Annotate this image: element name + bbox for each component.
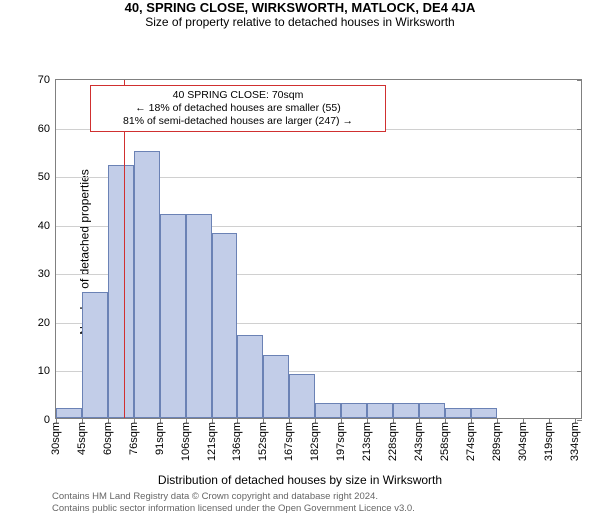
x-tick-label: 274sqm — [465, 418, 477, 461]
x-axis-label: Distribution of detached houses by size … — [0, 473, 600, 487]
histogram-bar — [212, 233, 238, 418]
histogram-bar — [263, 355, 289, 418]
y-tick-label: 70 — [38, 74, 56, 86]
histogram-bar — [160, 214, 186, 418]
x-tick-label: 258sqm — [439, 418, 451, 461]
y-tick-label: 60 — [38, 123, 56, 135]
annotation-line-3: 81% of semi-detached houses are larger (… — [99, 115, 377, 128]
histogram-bar — [445, 408, 471, 418]
histogram-bar — [471, 408, 497, 418]
annotation-box: 40 SPRING CLOSE: 70sqm← 18% of detached … — [90, 85, 386, 132]
x-tick-label: 152sqm — [257, 418, 269, 461]
histogram-bar — [237, 335, 263, 418]
y-tick-mark — [577, 323, 582, 324]
x-tick-label: 289sqm — [491, 418, 503, 461]
annotation-line-1: 40 SPRING CLOSE: 70sqm — [99, 89, 377, 102]
x-tick-label: 91sqm — [154, 418, 166, 455]
x-tick-label: 167sqm — [283, 418, 295, 461]
x-tick-label: 243sqm — [413, 418, 425, 461]
x-tick-label: 76sqm — [128, 418, 140, 455]
page-subtitle: Size of property relative to detached ho… — [0, 15, 600, 29]
chart-area: Number of detached properties 0102030405… — [0, 33, 600, 471]
histogram-bar — [108, 165, 134, 418]
histogram-bar — [82, 292, 108, 418]
y-tick-label: 10 — [38, 365, 56, 377]
x-tick-label: 121sqm — [206, 418, 218, 461]
footer-line-2: Contains public sector information licen… — [52, 503, 600, 515]
y-tick-mark — [577, 80, 582, 81]
page-title: 40, SPRING CLOSE, WIRKSWORTH, MATLOCK, D… — [0, 0, 600, 15]
x-tick-label: 319sqm — [543, 418, 555, 461]
x-tick-label: 304sqm — [517, 418, 529, 461]
y-tick-mark — [577, 177, 582, 178]
annotation-line-2: ← 18% of detached houses are smaller (55… — [99, 102, 377, 115]
x-tick-label: 136sqm — [231, 418, 243, 461]
x-tick-label: 45sqm — [76, 418, 88, 455]
footer-line-1: Contains HM Land Registry data © Crown c… — [52, 491, 600, 503]
y-tick-mark — [577, 274, 582, 275]
x-tick-label: 106sqm — [180, 418, 192, 461]
x-tick-label: 182sqm — [309, 418, 321, 461]
histogram-bar — [56, 408, 82, 418]
y-tick-label: 30 — [38, 268, 56, 280]
x-tick-label: 197sqm — [335, 418, 347, 461]
y-tick-label: 20 — [38, 317, 56, 329]
attribution-footer: Contains HM Land Registry data © Crown c… — [0, 491, 600, 516]
histogram-bar — [341, 403, 367, 418]
x-tick-label: 60sqm — [102, 418, 114, 455]
x-tick-label: 334sqm — [569, 418, 581, 461]
y-tick-mark — [577, 226, 582, 227]
histogram-bar — [289, 374, 315, 418]
histogram-bar — [315, 403, 341, 418]
histogram-bar — [367, 403, 393, 418]
y-tick-label: 40 — [38, 220, 56, 232]
x-tick-label: 30sqm — [50, 418, 62, 455]
histogram-bar — [134, 151, 160, 418]
y-tick-mark — [577, 129, 582, 130]
histogram-bar — [393, 403, 419, 418]
y-tick-label: 50 — [38, 171, 56, 183]
histogram-bar — [419, 403, 445, 418]
histogram-bar — [186, 214, 212, 418]
y-tick-mark — [577, 371, 582, 372]
x-tick-label: 228sqm — [387, 418, 399, 461]
x-tick-label: 213sqm — [361, 418, 373, 461]
